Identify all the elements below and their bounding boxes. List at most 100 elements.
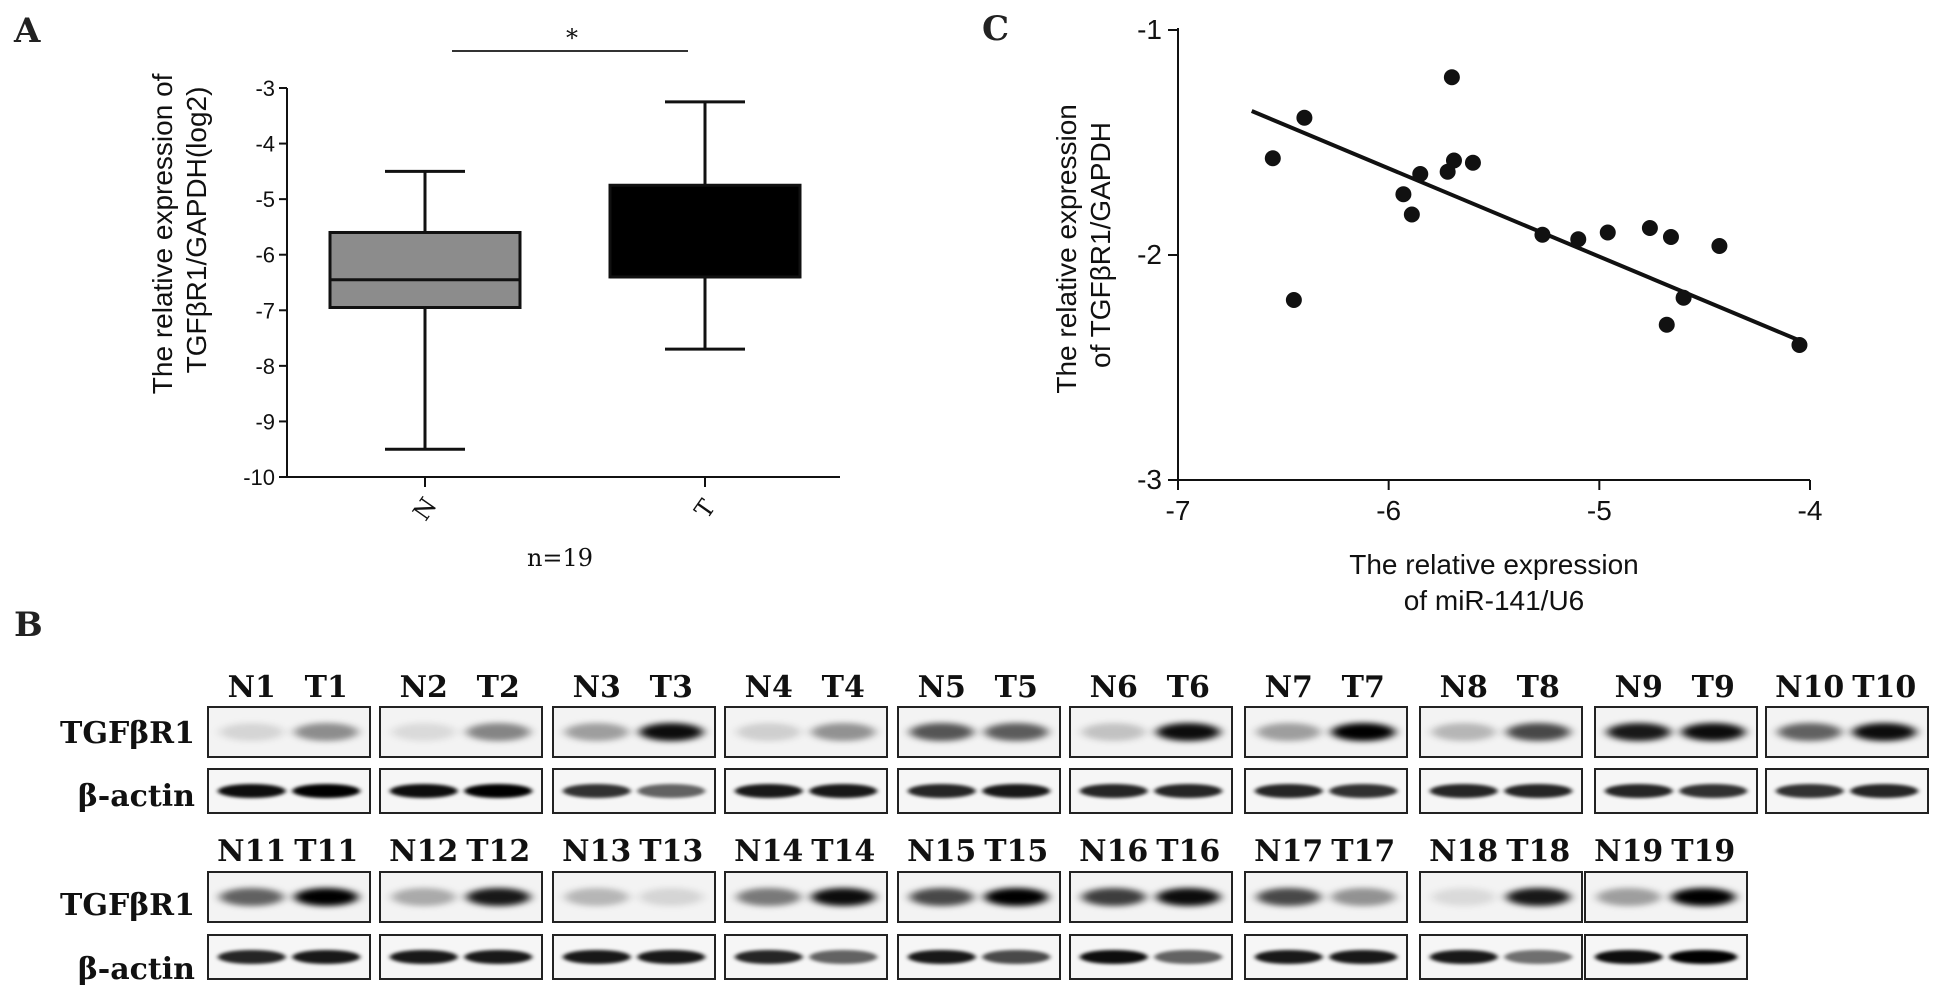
lane-label-t10: T10 (1852, 670, 1916, 705)
data-point (1412, 166, 1429, 182)
panel-a-ylabel-line1: The relative expression of (147, 73, 178, 394)
y-tick-label: -8 (255, 354, 275, 379)
data-point (1570, 231, 1587, 248)
band-tgfbr1-n12 (391, 888, 456, 906)
band-tgfbr1-n13 (564, 888, 629, 906)
panel-c-scatter: C The relative expression of TGFβR1/GAPD… (982, 9, 1822, 616)
lane-label-n7: N7 (1265, 670, 1313, 705)
data-point (1443, 69, 1460, 86)
lane-label-n9: N9 (1615, 670, 1663, 705)
panel-b-western-blots: B TGFβR1 β-actin TGFβR1 β-actin N1 T1 N2 T2… (14, 605, 1929, 987)
lane-label-t9: T9 (1692, 670, 1735, 705)
lane-label-t15: T15 (984, 834, 1048, 869)
band-actin-t4 (809, 784, 878, 798)
lane-label-t13: T13 (639, 834, 703, 869)
lane-label-t4: T4 (822, 670, 865, 705)
band-tgfbr1-t16 (1156, 888, 1221, 906)
lane-label-n17: N17 (1254, 834, 1323, 869)
lane-label-t18: T18 (1506, 834, 1570, 869)
band-actin-n10 (1775, 784, 1844, 798)
y-tick-label: -9 (255, 409, 275, 434)
band-tgfbr1-n14 (736, 888, 801, 906)
data-point (1464, 154, 1481, 171)
band-actin-t3 (637, 784, 706, 798)
band-tgfbr1-t18 (1506, 888, 1571, 906)
band-actin-n11 (217, 950, 286, 964)
band-tgfbr1-n16 (1081, 888, 1146, 906)
lane-label-n6: N6 (1090, 670, 1138, 705)
y-tick-label: -6 (255, 243, 275, 268)
data-point (1395, 186, 1412, 203)
band-actin-n14 (734, 950, 803, 964)
data-point (1711, 238, 1728, 254)
panel-c-letter: C (982, 9, 1009, 49)
lane-label-n1: N1 (228, 670, 276, 705)
significance-marker: * (566, 24, 578, 52)
row-label-target-1: TGFβR1 (60, 716, 195, 751)
band-tgfbr1-n4 (736, 723, 801, 741)
band-tgfbr1-n18 (1431, 888, 1496, 906)
x-tick-label: -6 (1376, 495, 1401, 526)
band-actin-n8 (1429, 784, 1498, 798)
lane-label-n10: N10 (1775, 670, 1844, 705)
band-actin-t13 (637, 950, 706, 964)
lane-label-n18: N18 (1429, 834, 1498, 869)
x-tick-label: -4 (1798, 495, 1823, 526)
lane-label-n8: N8 (1440, 670, 1488, 705)
band-actin-n4 (734, 784, 803, 798)
band-actin-t18 (1504, 950, 1573, 964)
panel-c-marks (1250, 69, 1808, 353)
x-tick-label-t: T (689, 494, 721, 523)
lane-label-t8: T8 (1517, 670, 1560, 705)
band-actin-n1 (217, 784, 286, 798)
y-tick-label: -10 (243, 465, 275, 490)
data-point (1296, 109, 1313, 126)
band-tgfbr1-t11 (294, 888, 359, 906)
lane-label-n13: N13 (562, 834, 631, 869)
y-tick-label: -4 (255, 132, 275, 157)
band-tgfbr1-t3 (639, 723, 704, 741)
data-point (1641, 220, 1658, 236)
band-tgfbr1-n8 (1431, 723, 1496, 741)
x-tick-label-n: N (408, 492, 443, 525)
lane-label-n5: N5 (918, 670, 966, 705)
data-point (1264, 150, 1281, 167)
band-tgfbr1-t8 (1506, 723, 1571, 741)
lane-label-n14: N14 (734, 834, 803, 869)
sample-size-note: n=19 (527, 544, 593, 572)
data-point (1285, 292, 1302, 308)
band-actin-n6 (1079, 784, 1148, 798)
band-tgfbr1-t17 (1331, 888, 1396, 906)
regression-line (1250, 109, 1801, 343)
panel-a-boxplot: A The relative expression of TGFβR1/GAPD… (13, 11, 840, 572)
band-actin-n18 (1429, 950, 1498, 964)
band-actin-n5 (907, 784, 976, 798)
data-point (1658, 316, 1675, 333)
lane-label-t5: T5 (995, 670, 1038, 705)
band-tgfbr1-n3 (564, 723, 629, 741)
lane-label-n11: N11 (217, 834, 286, 869)
band-actin-t9 (1679, 784, 1748, 798)
lane-label-t11: T11 (294, 834, 358, 869)
band-actin-t10 (1850, 784, 1919, 798)
band-tgfbr1-t6 (1156, 723, 1221, 741)
data-point (1791, 337, 1808, 353)
band-tgfbr1-n7 (1256, 723, 1321, 741)
band-tgfbr1-t19 (1671, 888, 1736, 906)
y-tick-label: -5 (255, 187, 275, 212)
y-tick-label: -3 (1137, 464, 1162, 495)
y-tick-label: -3 (255, 76, 275, 101)
band-actin-n16 (1079, 950, 1148, 964)
lane-label-n3: N3 (573, 670, 621, 705)
panel-c-ylabel-line1: The relative expression (1051, 104, 1082, 393)
band-tgfbr1-t9 (1681, 723, 1746, 741)
band-tgfbr1-n11 (219, 888, 284, 906)
box-n (328, 230, 522, 310)
band-tgfbr1-t5 (984, 723, 1049, 741)
lane-label-n19: N19 (1594, 834, 1663, 869)
panel-c-xlabel-line1: The relative expression (1349, 549, 1638, 580)
data-point (1662, 229, 1679, 245)
band-actin-n15 (907, 950, 976, 964)
lane-label-n4: N4 (745, 670, 793, 705)
